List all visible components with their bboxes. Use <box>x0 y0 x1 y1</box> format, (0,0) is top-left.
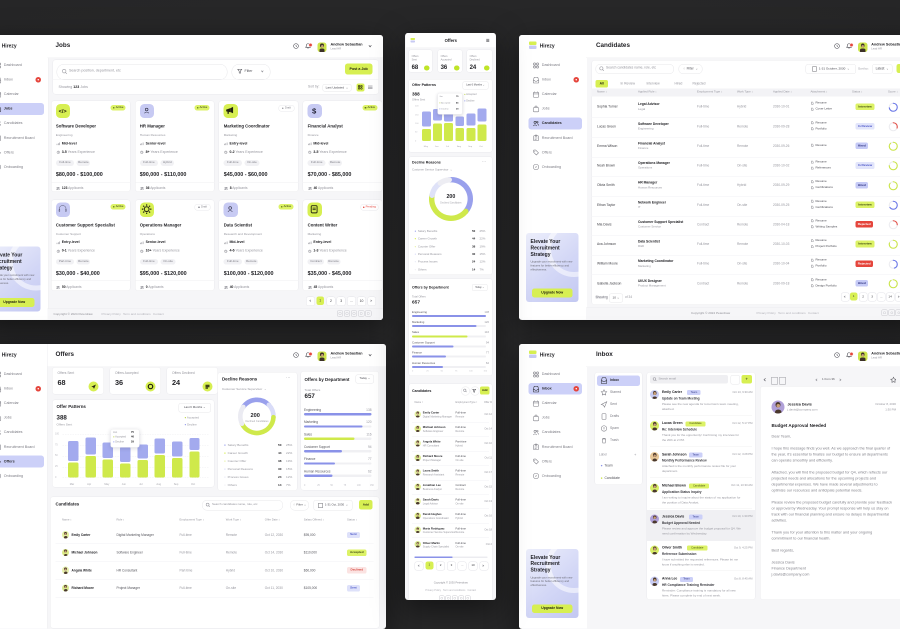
svg-text:</>: </> <box>58 109 67 115</box>
svg-text:$: $ <box>312 106 317 115</box>
